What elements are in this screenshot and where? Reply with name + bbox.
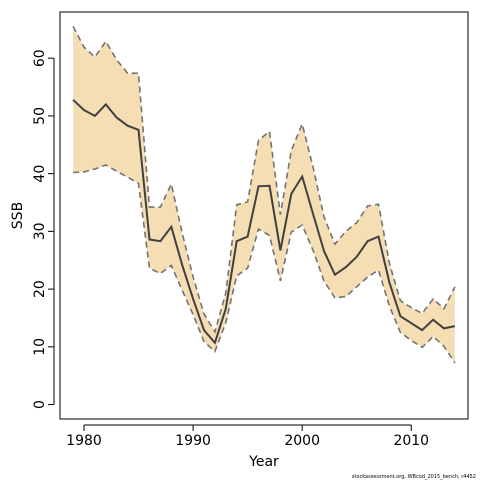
x-tick-label: 1990 [175,433,211,449]
x-tick-label: 2010 [393,433,429,449]
x-tick-label: 2000 [284,433,320,449]
x-axis-title: Year [248,454,279,470]
y-axis-title: SSB [10,202,26,229]
y-tick-label: 50 [32,107,48,125]
y-tick-label: 40 [32,165,48,183]
x-tick-label: 1980 [66,433,102,449]
lower-bound-line [73,164,456,364]
y-tick-label: 20 [32,280,48,298]
bound-lines [72,26,456,364]
upper-bound-line [72,26,456,334]
x-axis: 1980 1990 2000 2010 [66,424,429,449]
y-axis: 0 10 20 30 40 50 60 [32,49,55,409]
y-tick-label: 60 [32,49,48,67]
ssb-line [72,99,456,345]
chart-credit: stockassessment.org, WBcod_2015_bench, r… [352,474,476,480]
plot-frame [59,11,469,420]
y-tick-label: 0 [32,400,48,409]
y-tick-label: 10 [32,338,48,356]
confidence-band [73,26,455,364]
y-tick-label: 30 [32,222,48,240]
